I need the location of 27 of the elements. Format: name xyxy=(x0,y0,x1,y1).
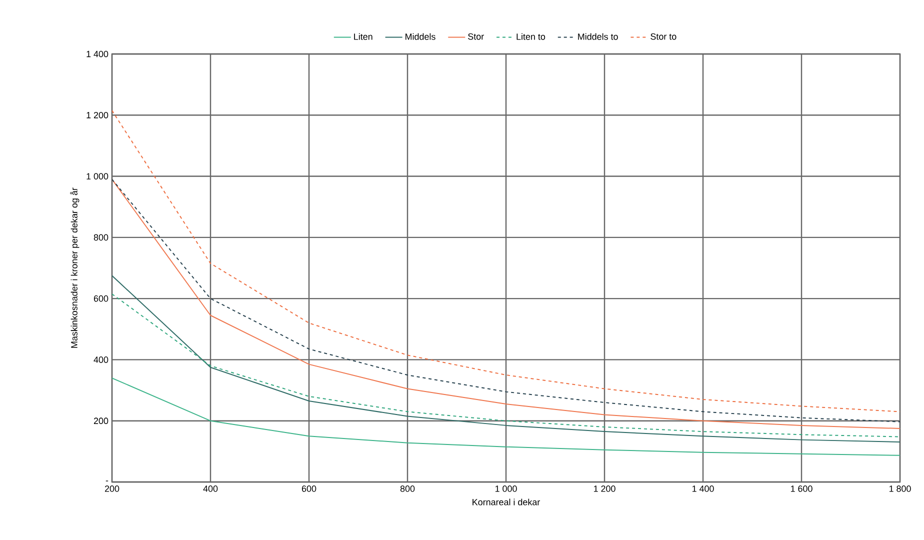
y-tick-label: 1 200 xyxy=(86,112,108,118)
legend-label: Liten xyxy=(354,33,372,40)
y-tick-label: 200 xyxy=(94,418,108,424)
line-series xyxy=(112,110,900,412)
y-tick-label: - xyxy=(106,480,108,482)
line-series xyxy=(112,378,900,456)
y-tick-label: 1 000 xyxy=(86,173,108,180)
legend-label: Middels to xyxy=(578,33,618,40)
y-tick-label: 1 400 xyxy=(86,50,108,58)
x-tick-label: 400 xyxy=(203,486,218,492)
legend-label: Middels xyxy=(406,33,436,40)
x-tick-label: 1 400 xyxy=(692,486,714,492)
y-tick-label: 400 xyxy=(94,356,108,363)
x-tick-label: 1 000 xyxy=(495,486,517,492)
x-tick-label: 800 xyxy=(400,486,415,492)
x-tick-label: 1 800 xyxy=(889,486,911,492)
y-tick-label: 800 xyxy=(94,234,108,241)
legend-label: Stor to xyxy=(650,33,676,40)
x-tick-label: 1 600 xyxy=(790,486,812,492)
y-tick-label: 600 xyxy=(94,295,108,302)
x-axis-title: Kornareal i dekar xyxy=(472,498,540,506)
legend-label: Liten to xyxy=(516,33,546,40)
x-tick-label: 1 200 xyxy=(594,486,616,492)
x-tick-label: 600 xyxy=(302,486,316,492)
y-axis-title: Maskinkosnader i kroner per dekar og år xyxy=(70,188,80,348)
x-tick-label: 200 xyxy=(104,486,120,492)
legend-label: Stor xyxy=(468,33,484,40)
